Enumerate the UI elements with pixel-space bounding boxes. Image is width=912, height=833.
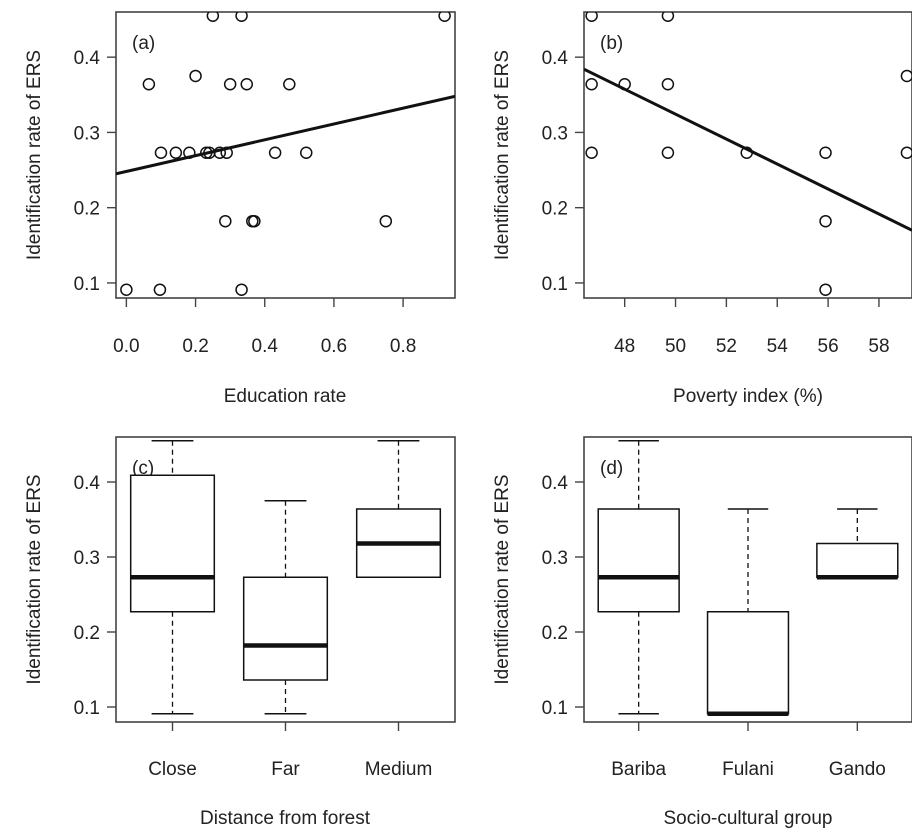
x-tick-label: 0.2 <box>182 336 208 357</box>
data-marks <box>129 440 442 715</box>
x-category-label: Medium <box>365 759 433 780</box>
data-point <box>153 283 167 296</box>
x-tick-label: 0.8 <box>390 336 416 357</box>
box-medium <box>355 440 442 578</box>
x-tick-label: 0.4 <box>252 336 279 357</box>
y-tick-label: 0.3 <box>74 123 100 144</box>
data-point <box>154 146 168 159</box>
box-iqr <box>129 474 216 613</box>
plot-frame <box>583 11 912 299</box>
y-axis-label: Identification rate of ERS <box>492 474 513 684</box>
box-close <box>129 440 216 715</box>
y-tick-label: 0.4 <box>74 473 101 494</box>
box-bariba <box>597 440 680 715</box>
y-tick-label: 0.2 <box>542 623 568 644</box>
trend-line <box>584 67 912 232</box>
data-point <box>235 12 248 23</box>
panel-a: 0.1 0.2 0.3 0.4 Identification rate of ERS Ed… <box>24 11 456 407</box>
data-point <box>661 12 675 23</box>
x-tick-label: 52 <box>716 336 737 357</box>
x-tick-label: 48 <box>614 336 635 357</box>
x-axis-label: Poverty index (%) <box>673 386 823 407</box>
data-point <box>585 146 598 159</box>
box-gando <box>816 508 899 580</box>
data-point <box>900 146 912 159</box>
data-point <box>223 78 237 91</box>
data-point <box>235 283 248 296</box>
data-point <box>142 78 156 91</box>
box-far <box>242 500 329 715</box>
data-point <box>819 214 832 228</box>
y-tick-label: 0.4 <box>542 48 569 69</box>
data-point <box>900 69 912 83</box>
panel-c: 0.1 0.2 0.3 0.4 Identification rate of ERS Di… <box>24 436 456 829</box>
y-tick-label: 0.3 <box>74 548 100 569</box>
x-axis-label: Education rate <box>224 386 347 407</box>
y-axis-label: Identification rate of ERS <box>24 474 45 684</box>
x-axis-label: Distance from forest <box>200 808 371 829</box>
plot-frame <box>115 11 456 299</box>
x-category-label: Far <box>271 759 300 780</box>
data-point <box>248 214 261 228</box>
box-iqr <box>706 611 790 715</box>
data-point <box>219 214 232 228</box>
x-tick-label: 0.0 <box>113 336 139 357</box>
x-category-label: Bariba <box>611 759 666 780</box>
data-point <box>240 78 254 91</box>
y-tick-label: 0.3 <box>542 548 568 569</box>
x-category-label: Close <box>148 759 197 780</box>
data-marks <box>584 12 912 296</box>
panel-tag: (b) <box>600 33 623 54</box>
data-point <box>819 146 832 159</box>
y-tick-label: 0.1 <box>542 274 568 295</box>
data-point <box>300 146 313 159</box>
data-point <box>661 146 675 159</box>
data-point <box>585 78 598 91</box>
x-category-label: Gando <box>829 759 886 780</box>
data-point <box>120 283 133 296</box>
y-tick-label: 0.4 <box>542 473 569 494</box>
box-fulani <box>706 508 790 716</box>
data-point <box>206 12 220 23</box>
x-axis-label: Socio-cultural group <box>664 808 833 829</box>
panel-tag: (c) <box>132 458 154 479</box>
data-point <box>189 69 202 83</box>
y-tick-label: 0.2 <box>542 199 568 220</box>
y-tick-label: 0.1 <box>542 698 568 719</box>
box-iqr <box>242 576 329 681</box>
y-axis-label: Identification rate of ERS <box>24 50 45 260</box>
y-tick-label: 0.3 <box>542 123 568 144</box>
data-point <box>169 146 183 159</box>
x-tick-label: 0.6 <box>321 336 347 357</box>
x-category-label: Fulani <box>722 759 774 780</box>
trend-line <box>116 94 455 176</box>
y-axis-label: Identification rate of ERS <box>492 50 513 260</box>
panel-b: 0.1 0.2 0.3 0.4 Identification rate of ERS Po… <box>492 11 912 407</box>
panel-tag: (a) <box>132 33 155 54</box>
box-iqr <box>816 542 899 578</box>
data-point <box>379 214 393 228</box>
data-point <box>283 78 296 91</box>
data-point <box>438 12 451 23</box>
y-tick-label: 0.2 <box>74 623 100 644</box>
y-tick-label: 0.4 <box>74 48 101 69</box>
panel-d: 0.1 0.2 0.3 0.4 Identification rate of ERS So… <box>492 436 912 829</box>
panel-tag: (d) <box>600 458 623 479</box>
x-tick-label: 58 <box>868 336 889 357</box>
data-point <box>661 78 675 91</box>
data-point <box>585 12 598 23</box>
y-tick-label: 0.1 <box>74 698 100 719</box>
data-point <box>268 146 282 159</box>
x-tick-label: 56 <box>818 336 839 357</box>
data-marks <box>597 440 899 716</box>
y-tick-label: 0.2 <box>74 199 100 220</box>
data-marks <box>116 12 455 296</box>
box-iqr <box>597 508 680 613</box>
x-tick-label: 54 <box>767 336 789 357</box>
data-point <box>819 283 832 296</box>
y-tick-label: 0.1 <box>74 274 100 295</box>
x-tick-label: 50 <box>665 336 686 357</box>
